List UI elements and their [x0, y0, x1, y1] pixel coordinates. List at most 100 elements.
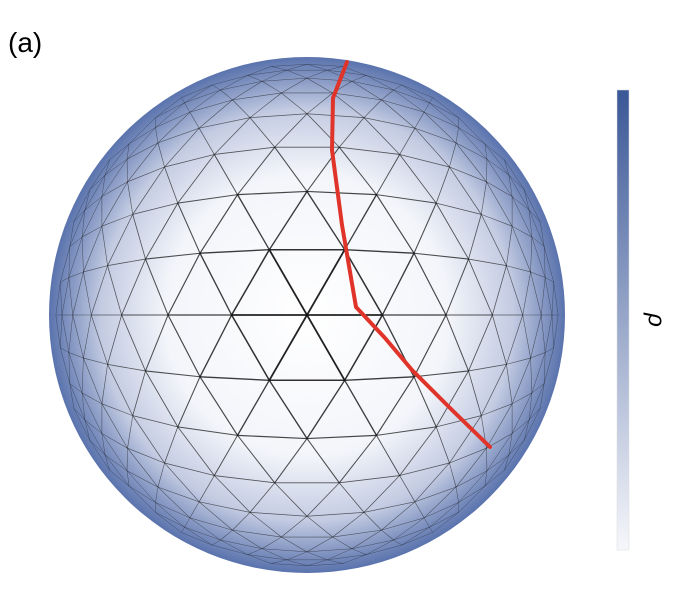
mesh-edge [84, 174, 106, 211]
mesh-edge [332, 92, 382, 101]
mesh-edge [528, 209, 545, 247]
mesh-edge [101, 159, 128, 197]
mesh-edge [413, 252, 469, 260]
mesh-edge [127, 142, 159, 182]
mesh-edge [107, 364, 134, 416]
mesh-edge [306, 512, 365, 517]
mesh-edge [69, 383, 86, 421]
mesh-edge [73, 408, 90, 441]
mesh-edge [69, 383, 83, 394]
mesh-edge [199, 501, 251, 513]
mesh-edge [184, 89, 221, 104]
mesh-edge [543, 352, 546, 384]
mesh-edge [127, 447, 165, 464]
mesh-edge [184, 84, 213, 103]
mesh-edge [306, 63, 328, 71]
mesh-edge [81, 392, 103, 405]
mesh-edge [181, 527, 185, 533]
mesh-edge [72, 314, 84, 359]
mesh-edge [286, 69, 308, 79]
mesh-edge [484, 143, 510, 176]
mesh-edge [306, 314, 346, 381]
mesh-edge [237, 434, 308, 440]
mesh-edge [212, 544, 248, 555]
mesh-edge [351, 81, 394, 91]
mesh-edge [413, 314, 447, 378]
mesh-edge [274, 146, 308, 192]
mesh-edge [449, 462, 457, 488]
mesh-edge [366, 544, 402, 555]
mesh-edge [414, 127, 457, 144]
mesh-edge [198, 475, 215, 503]
mesh-edge [164, 462, 215, 476]
mesh-edge [540, 383, 545, 409]
mesh-edge [68, 352, 83, 393]
mesh-edge [545, 347, 554, 353]
mesh-edge [60, 314, 63, 348]
mesh-edge [157, 127, 200, 144]
mesh-edge [458, 485, 486, 503]
mesh-edge [83, 265, 108, 273]
mesh-edge [541, 277, 546, 316]
mesh-edge [511, 196, 533, 238]
mesh-edge [214, 475, 251, 513]
mesh-edge [69, 236, 83, 247]
mesh-edge [90, 265, 108, 316]
mesh-edge [481, 403, 513, 416]
mesh-edge [543, 246, 546, 278]
mesh-edge [429, 527, 433, 533]
mesh-edge [484, 143, 505, 160]
mesh-edge [249, 482, 276, 513]
mesh-edge [268, 249, 308, 316]
mesh-edge [236, 379, 270, 436]
mesh-edge [199, 252, 233, 316]
mesh-edge [220, 89, 233, 101]
mesh-edge [68, 352, 71, 384]
mesh-edge [531, 383, 545, 394]
mesh-edge [393, 517, 425, 541]
mesh-edge [268, 314, 308, 381]
mesh-edge [449, 142, 457, 168]
mesh-edge [132, 415, 178, 428]
mesh-edge [414, 111, 425, 129]
tiling [55, 63, 559, 567]
mesh-edge [363, 512, 382, 531]
mesh-edge [545, 277, 554, 283]
mesh-edge [530, 271, 546, 278]
mesh-edge [508, 440, 525, 456]
mesh-edge [155, 111, 190, 128]
mesh-edge [468, 363, 507, 372]
mesh-edge [55, 314, 61, 348]
mesh-edge [199, 314, 233, 378]
mesh-edge [286, 559, 308, 567]
mesh-edge [458, 117, 486, 144]
mesh-edge [177, 426, 238, 436]
mesh-edge [232, 99, 251, 118]
mesh-edge [107, 265, 122, 316]
colorbar-label: ρ [643, 312, 670, 327]
mesh-edge [213, 154, 238, 195]
mesh-edge [247, 554, 287, 561]
mesh-edge [381, 517, 425, 531]
mesh-edge [524, 419, 530, 441]
mesh-edge [484, 143, 488, 160]
mesh-edge [544, 277, 553, 316]
mesh-edge [155, 502, 190, 519]
mesh-edge [484, 470, 505, 487]
mesh-edge [69, 209, 86, 247]
mesh-edge [101, 181, 128, 197]
mesh-edge [551, 314, 554, 348]
mesh-edge [189, 517, 221, 541]
mesh-edge [399, 154, 437, 204]
mesh-edge [212, 84, 221, 91]
mesh-edge [480, 181, 487, 215]
mesh-edge [84, 419, 106, 456]
mesh-edge [198, 127, 215, 155]
mesh-edge [198, 99, 233, 129]
mesh-edge [212, 539, 221, 546]
mesh-edge [401, 84, 433, 98]
mesh-edge [214, 146, 275, 155]
mesh-edge [145, 202, 179, 260]
mesh-edge [468, 258, 493, 316]
